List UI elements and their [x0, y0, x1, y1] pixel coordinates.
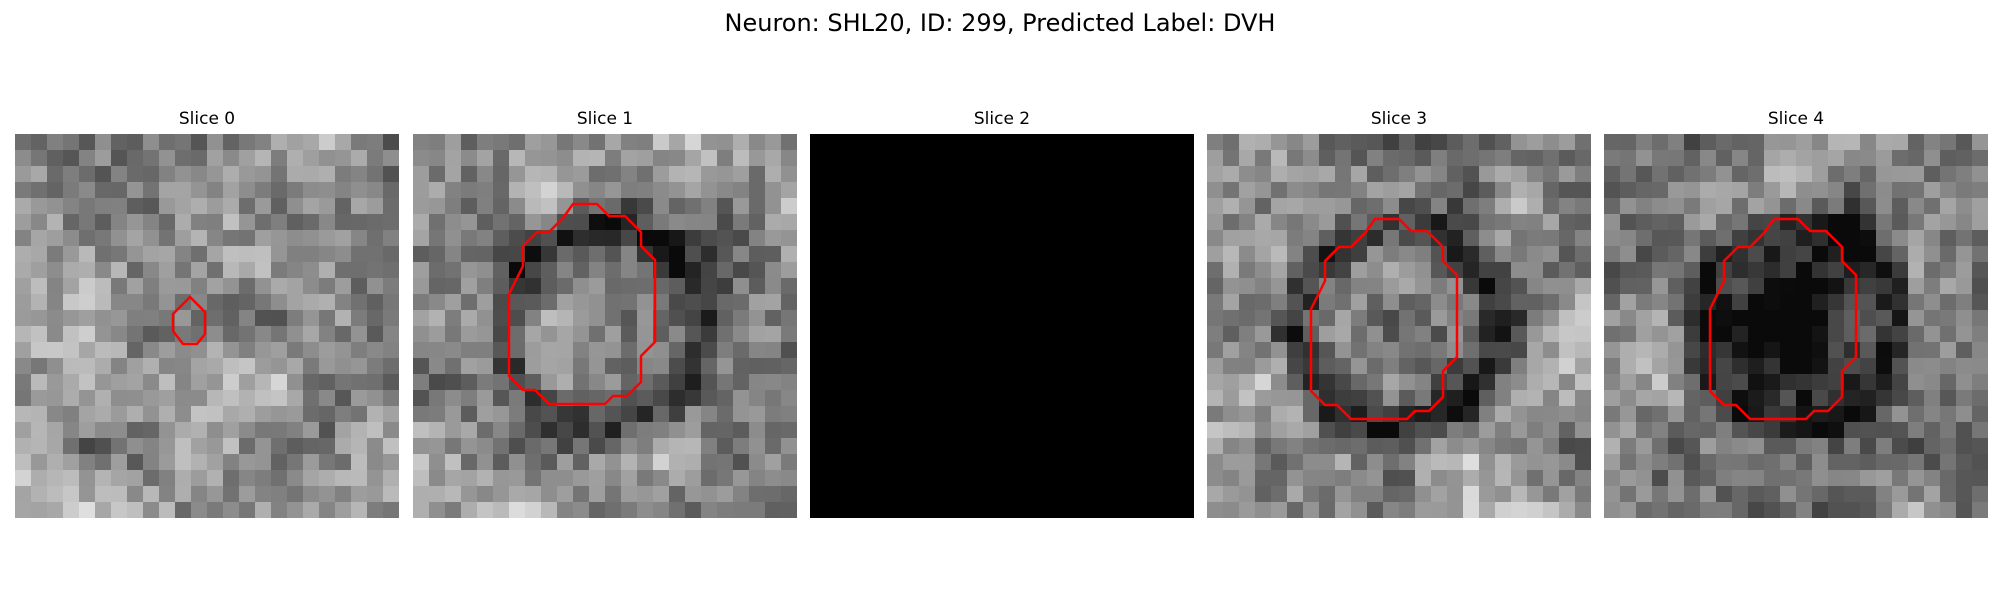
- slice-title-3: Slice 3: [1370, 109, 1428, 129]
- slice-panel-0: Slice 0: [15, 108, 399, 520]
- slice-title-1: Slice 1: [576, 109, 634, 129]
- roi-contour: [1309, 217, 1459, 421]
- slice-panel-3: Slice 3: [1207, 108, 1591, 520]
- blank-image: [810, 134, 1194, 518]
- slice-image-1: [413, 134, 797, 518]
- roi-contour: [507, 202, 657, 406]
- slice-panel-1: Slice 1: [413, 108, 797, 520]
- slice-image-3: [1207, 134, 1591, 518]
- figure-title: Neuron: SHL20, ID: 299, Predicted Label:…: [724, 9, 1276, 37]
- pixel-grid: [413, 134, 797, 518]
- slice-image-4: [1604, 134, 1988, 518]
- slice-panel-2: Slice 2: [810, 108, 1194, 520]
- slice-image-0: [15, 134, 399, 518]
- slice-title-4: Slice 4: [1767, 109, 1825, 129]
- roi-contour: [171, 295, 207, 346]
- roi-contour: [1708, 217, 1858, 421]
- pixel-grid: [1604, 134, 1988, 518]
- pixel-grid: [15, 134, 399, 518]
- slice-title-2: Slice 2: [973, 109, 1031, 129]
- slice-panel-4: Slice 4: [1604, 108, 1988, 520]
- pixel-grid: [1207, 134, 1591, 518]
- slice-image-2: [810, 134, 1194, 518]
- slice-title-0: Slice 0: [178, 109, 236, 129]
